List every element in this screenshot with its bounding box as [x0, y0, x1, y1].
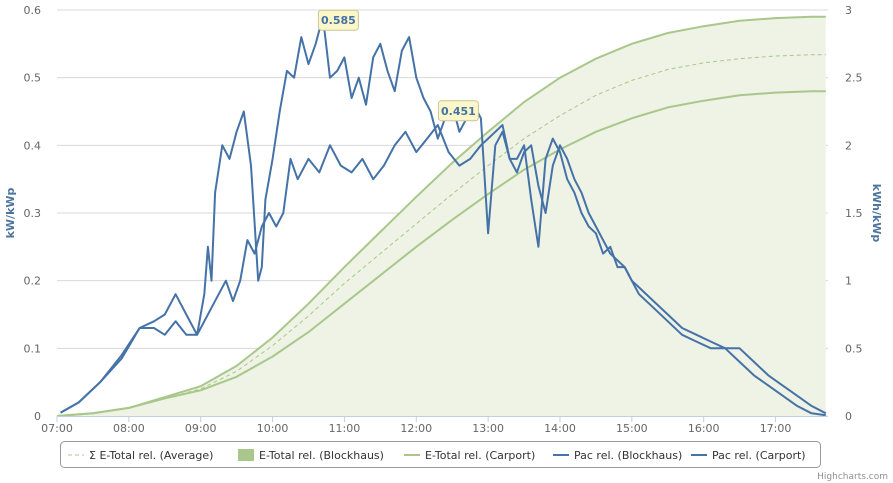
y-tick-right-label: 2.5	[845, 72, 863, 85]
y-tick-right-label: 0.5	[845, 342, 863, 355]
y-tick-right-label: 1	[845, 275, 852, 288]
y-axis-left-title: kW/kWp	[4, 187, 17, 238]
legend[interactable]: Σ E-Total rel. (Average) E-Total rel. (Bl…	[60, 441, 821, 468]
x-tick-label: 14:00	[544, 422, 576, 435]
tooltip: 0.585	[317, 9, 359, 31]
x-tick-label: 16:00	[688, 422, 720, 435]
tooltip: 0.451	[437, 100, 479, 122]
x-tick-label: 10:00	[257, 422, 289, 435]
legend-item[interactable]: Pac rel. (Blockhaus)	[553, 449, 682, 462]
x-axis-ticks: 07:00 08:00 09:00 10:00 11:00 12:00 13:00 14:00…	[41, 416, 828, 435]
y-tick-left-label: 0.4	[24, 139, 42, 152]
series-e-total-rel-carport	[56, 90, 826, 417]
legend-label: Pac rel. (Blockhaus)	[574, 449, 682, 462]
y-tick-left-label: 0.2	[24, 275, 42, 288]
x-tick-label: 11:00	[329, 422, 361, 435]
x-tick-label: 15:00	[616, 422, 648, 435]
y-axis-right-ticks: 0 0.5 1 1.5 2 2.5 3	[845, 4, 863, 423]
legend-label: Σ E-Total rel. (Average)	[89, 449, 213, 462]
legend-item[interactable]: Pac rel. (Carport)	[691, 449, 806, 462]
legend-item[interactable]: E-Total rel. (Carport)	[404, 449, 535, 462]
plot-area	[57, 16, 826, 417]
tooltip-value: 0.585	[321, 14, 356, 27]
x-tick-label: 13:00	[472, 422, 504, 435]
y-tick-left-label: 0.5	[24, 72, 42, 85]
tooltips: 0.585 0.451	[317, 9, 479, 122]
legend-label: E-Total rel. (Blockhaus)	[259, 449, 384, 462]
legend-item[interactable]: E-Total rel. (Blockhaus)	[238, 449, 384, 462]
legend-item[interactable]: Σ E-Total rel. (Average)	[68, 449, 213, 462]
y-tick-right-label: 0	[845, 410, 852, 423]
tooltip-box	[317, 9, 359, 31]
y-tick-left-label: 0.6	[24, 4, 42, 17]
legend-symbol	[238, 449, 254, 461]
y-tick-left-label: 0	[34, 410, 41, 423]
x-tick-label: 08:00	[113, 422, 145, 435]
x-tick-label: 12:00	[400, 422, 432, 435]
tooltip-value: 0.451	[441, 105, 476, 118]
series-layer	[56, 15, 827, 417]
legend-label: E-Total rel. (Carport)	[425, 449, 535, 462]
y-tick-left-label: 0.3	[24, 207, 42, 220]
series-pac-rel-carport	[60, 124, 826, 417]
x-tick-label: 07:00	[41, 422, 73, 435]
series-e-total-rel-blockhaus-area	[57, 16, 826, 417]
series-e-total-rel-blockhaus	[56, 15, 826, 417]
y-axis-left-ticks: 0 0.1 0.2 0.3 0.4 0.5 0.6	[24, 4, 42, 423]
y-axis-right-title: kWh/kWp	[870, 184, 883, 243]
y-tick-right-label: 2	[845, 139, 852, 152]
tooltip-box	[437, 100, 479, 122]
credit[interactable]: Highcharts.com	[817, 472, 888, 482]
legend-label: Pac rel. (Carport)	[712, 449, 806, 462]
x-tick-label: 09:00	[185, 422, 217, 435]
y-tick-right-label: 1.5	[845, 207, 863, 220]
y-tick-right-label: 3	[845, 4, 852, 17]
y-tick-left-label: 0.1	[24, 342, 42, 355]
x-tick-label: 17:00	[760, 422, 792, 435]
